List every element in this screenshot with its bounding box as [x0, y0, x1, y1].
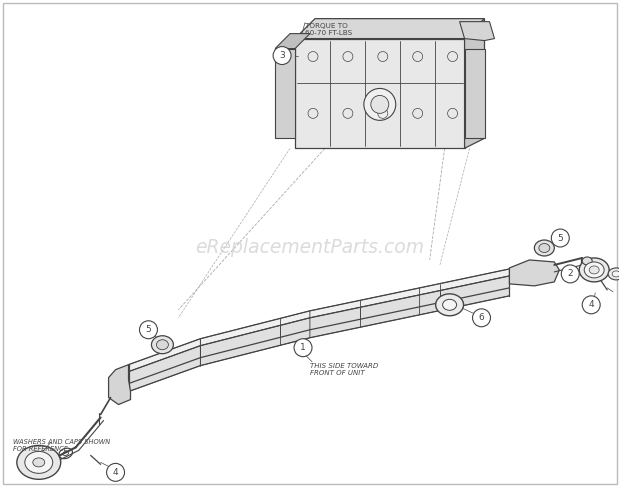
Ellipse shape: [534, 240, 554, 256]
Text: 1: 1: [300, 343, 306, 352]
Ellipse shape: [156, 340, 169, 350]
Circle shape: [582, 296, 600, 314]
Text: 5: 5: [146, 325, 151, 334]
Ellipse shape: [582, 257, 592, 265]
Text: WASHERS AND CAPS SHOWN
FOR REFERENCE: WASHERS AND CAPS SHOWN FOR REFERENCE: [13, 439, 110, 452]
Polygon shape: [420, 269, 510, 295]
Circle shape: [472, 309, 490, 327]
Polygon shape: [200, 311, 310, 346]
Polygon shape: [464, 49, 484, 138]
Circle shape: [561, 265, 579, 283]
Polygon shape: [510, 260, 559, 286]
Polygon shape: [310, 295, 420, 337]
Text: 3: 3: [279, 51, 285, 60]
Circle shape: [551, 229, 569, 247]
Polygon shape: [420, 276, 510, 315]
Ellipse shape: [579, 258, 609, 282]
Ellipse shape: [33, 458, 45, 467]
Circle shape: [273, 47, 291, 64]
Ellipse shape: [371, 95, 389, 113]
Text: eReplacementParts.com: eReplacementParts.com: [195, 239, 425, 258]
Ellipse shape: [589, 266, 599, 274]
Polygon shape: [200, 318, 310, 366]
Text: 2: 2: [567, 269, 573, 279]
Polygon shape: [128, 346, 200, 392]
Ellipse shape: [25, 451, 53, 473]
Circle shape: [294, 339, 312, 356]
Text: 4: 4: [588, 300, 594, 309]
Ellipse shape: [608, 268, 620, 280]
Text: 5: 5: [557, 233, 563, 243]
Ellipse shape: [612, 271, 620, 277]
Polygon shape: [295, 38, 464, 148]
Polygon shape: [464, 19, 484, 148]
Polygon shape: [459, 21, 495, 40]
Ellipse shape: [584, 262, 604, 278]
Text: THIS SIDE TOWARD
FRONT OF UNIT: THIS SIDE TOWARD FRONT OF UNIT: [310, 363, 378, 375]
Circle shape: [107, 463, 125, 481]
Polygon shape: [275, 34, 310, 49]
Circle shape: [140, 321, 157, 339]
Ellipse shape: [443, 300, 456, 310]
Polygon shape: [310, 288, 420, 318]
Polygon shape: [108, 365, 131, 405]
Ellipse shape: [539, 244, 550, 252]
Ellipse shape: [17, 446, 61, 479]
Text: 6: 6: [479, 313, 484, 322]
Ellipse shape: [151, 336, 174, 354]
Ellipse shape: [436, 294, 464, 316]
Ellipse shape: [364, 89, 396, 120]
Polygon shape: [295, 19, 484, 38]
Polygon shape: [128, 339, 200, 372]
Text: 4: 4: [113, 468, 118, 477]
Polygon shape: [275, 49, 295, 138]
Text: TORQUE TO
60-70 FT-LBS: TORQUE TO 60-70 FT-LBS: [305, 22, 352, 36]
